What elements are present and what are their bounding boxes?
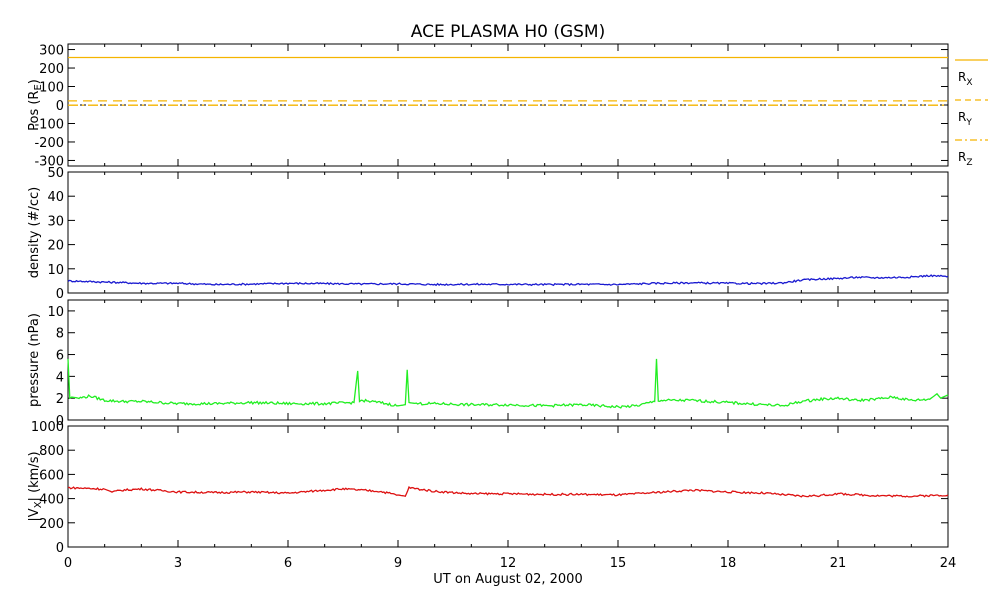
legend-label-main: R xyxy=(958,110,966,124)
y-axis-label-close: ) xyxy=(27,79,42,84)
y-axis-label-main: Pos (R xyxy=(27,91,42,131)
y-tick-label: 6 xyxy=(56,349,64,364)
y-tick-label: -100 xyxy=(34,117,64,132)
legend-label-sub: X xyxy=(966,78,972,88)
y-axis-label-main: |V xyxy=(27,508,42,521)
panel-frame xyxy=(67,299,949,421)
y-axis-label: |VX| (km/s) xyxy=(27,451,44,521)
x-tick-label: 18 xyxy=(720,556,737,571)
y-axis-label-close: | (km/s) xyxy=(27,451,42,501)
y-tick-label: 200 xyxy=(39,62,64,77)
y-tick-label: 600 xyxy=(39,468,64,483)
y-tick-label: -200 xyxy=(34,136,64,151)
x-tick-label: 21 xyxy=(830,556,847,571)
y-tick-label: 0 xyxy=(56,287,64,302)
x-tick-label: 0 xyxy=(64,556,72,571)
panel-density: 50 40 30 20 10 0 density (#/cc) xyxy=(27,166,949,302)
y-axis-label-main: density (#/cc) xyxy=(27,187,42,279)
y-tick-label: 400 xyxy=(39,493,64,508)
legend-label-RX: RX xyxy=(958,70,973,88)
y-tick-label: 300 xyxy=(39,44,64,59)
y-axis-label: pressure (nPa) xyxy=(27,313,42,407)
y-axis-label-sub: E xyxy=(33,84,44,90)
y-tick-label: 200 xyxy=(39,517,64,532)
panel-frame xyxy=(67,425,949,548)
y-tick-label: 100 xyxy=(39,81,64,96)
x-tick-label: 3 xyxy=(174,556,182,571)
legend-label-sub: Z xyxy=(966,158,972,168)
y-tick-label: 800 xyxy=(39,444,64,459)
legend-label-main: R xyxy=(958,70,966,84)
y-tick-label: 8 xyxy=(56,327,64,342)
y-tick-label: 2 xyxy=(56,392,64,407)
y-tick-label: 10 xyxy=(47,305,64,320)
y-tick-label: 30 xyxy=(47,214,64,229)
series-line-pressure xyxy=(67,358,949,409)
x-tick-label: 15 xyxy=(610,556,627,571)
x-tick-label: 12 xyxy=(500,556,517,571)
y-tick-label: 20 xyxy=(47,239,64,254)
legend-label-RZ: RZ xyxy=(958,150,973,168)
panel-pressure: 10 8 6 4 2 0 pressure (nPa) xyxy=(27,299,949,429)
y-tick-label: 50 xyxy=(47,166,64,181)
y-tick-label: 0 xyxy=(56,99,64,114)
x-axis-label: UT on August 02, 2000 xyxy=(433,572,582,587)
y-tick-label: 0 xyxy=(56,414,64,429)
y-tick-label: 0 xyxy=(56,541,64,556)
y-axis-label-main: pressure (nPa) xyxy=(27,313,42,407)
chart-title: ACE PLASMA H0 (GSM) xyxy=(411,22,605,42)
y-axis-label: Pos (RE) xyxy=(27,79,44,131)
y-axis-label: density (#/cc) xyxy=(27,187,42,279)
y-tick-label: -300 xyxy=(34,154,64,169)
panel-frame xyxy=(67,171,949,294)
x-tick-label: 6 xyxy=(284,556,292,571)
series-line-velocity xyxy=(67,486,949,498)
x-tick-label: 24 xyxy=(940,556,957,571)
legend-label-RY: RY xyxy=(958,110,972,128)
y-tick-label: 4 xyxy=(56,370,64,385)
legend-label-sub: Y xyxy=(965,118,972,128)
y-axis-label-sub: X xyxy=(33,501,44,508)
panel-velocity: 1000 800 600 400 200 00 3 6 9 12 15 18 21 24 |VX| (km/… xyxy=(27,420,956,571)
series-line-density xyxy=(67,274,949,287)
y-tick-label: 40 xyxy=(47,190,64,205)
x-tick-label: 9 xyxy=(394,556,402,571)
y-tick-label: 10 xyxy=(47,263,64,278)
y-tick-label: 1000 xyxy=(31,420,64,435)
legend-label-main: R xyxy=(958,150,966,164)
